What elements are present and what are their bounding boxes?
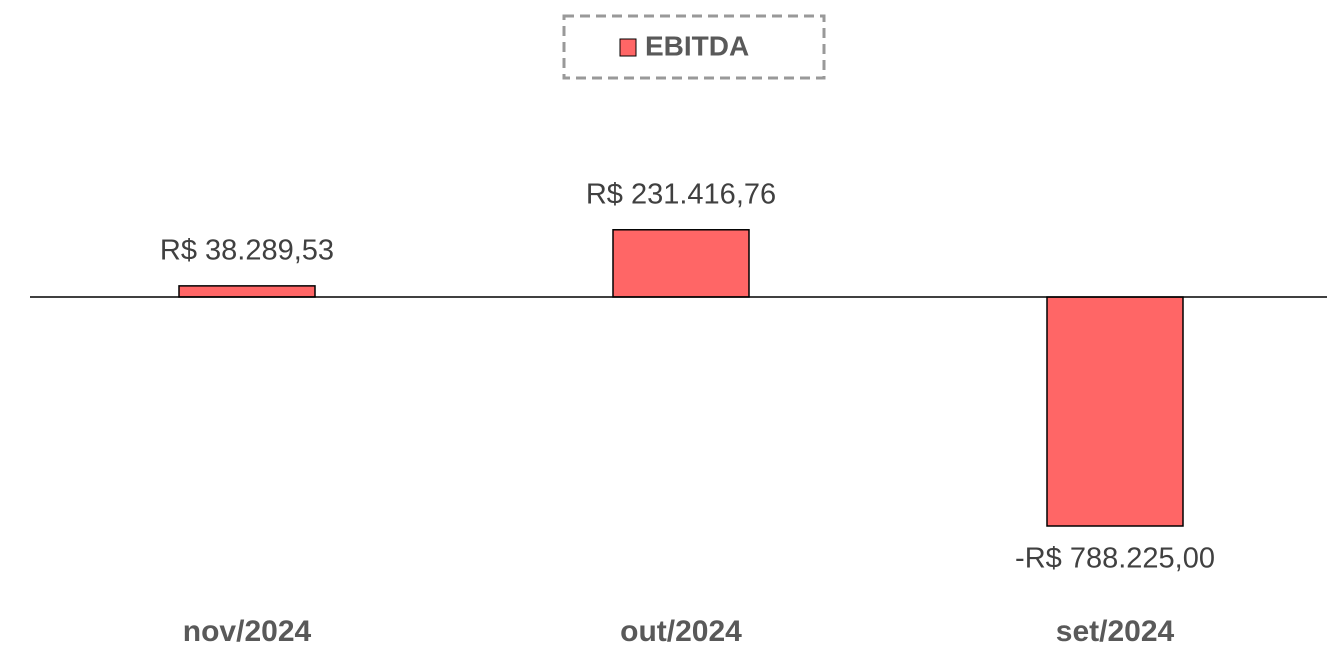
x-tick-label: nov/2024 [183, 615, 312, 648]
value-label: R$ 231.416,76 [586, 178, 776, 210]
bar [612, 229, 750, 298]
bar [178, 285, 316, 298]
x-tick-label: set/2024 [1056, 615, 1175, 648]
bar [1046, 296, 1184, 527]
value-label: -R$ 788.225,00 [1015, 543, 1215, 575]
legend-swatch [619, 38, 637, 57]
legend-label: EBITDA [645, 30, 749, 61]
value-label: R$ 38.289,53 [160, 235, 334, 267]
legend-box [562, 14, 826, 80]
x-tick-label: out/2024 [620, 615, 742, 648]
